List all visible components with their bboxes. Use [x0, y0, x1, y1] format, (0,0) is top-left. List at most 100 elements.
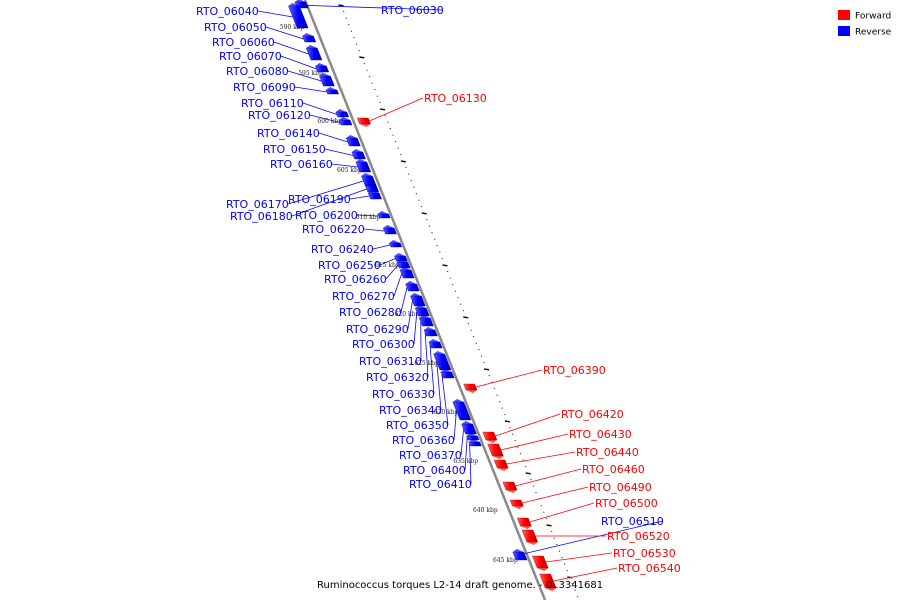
- connector-rto-06400: [464, 437, 468, 471]
- gene-feature-rto-06390: [463, 383, 478, 391]
- gene-arrow-rto-06160: [355, 159, 367, 162]
- kbp-tick-label: 615 kbp: [375, 262, 400, 269]
- gene-label-rto-06220[interactable]: RTO_06220: [302, 223, 365, 236]
- gene-label-rto-06340[interactable]: RTO_06340: [379, 404, 442, 417]
- gene-feature-rto-06240: [388, 242, 403, 248]
- gene-label-rto-06300[interactable]: RTO_06300: [352, 338, 415, 351]
- gene-label-rto-06160[interactable]: RTO_06160: [270, 158, 333, 171]
- gene-label-rto-06390[interactable]: RTO_06390: [543, 364, 606, 377]
- connector-rto-06340: [436, 361, 442, 411]
- connector-rto-06430: [500, 433, 569, 451]
- gene-label-rto-06140[interactable]: RTO_06140: [257, 127, 320, 140]
- gene-label-rto-06510[interactable]: RTO_06510: [601, 515, 664, 528]
- gene-label-rto-06090[interactable]: RTO_06090: [233, 81, 296, 94]
- connector-rto-06320: [424, 332, 429, 378]
- gene-label-rto-06040[interactable]: RTO_06040: [196, 5, 259, 18]
- gene-label-rto-06180[interactable]: RTO_06180: [230, 210, 293, 223]
- gene-arrow-rto-06490: [512, 506, 524, 509]
- connector-rto-06420: [495, 413, 561, 437]
- gene-label-rto-06050[interactable]: RTO_06050: [204, 21, 267, 34]
- gene-feature-rto-06150: [351, 151, 366, 160]
- gene-label-rto-06430[interactable]: RTO_06430: [569, 428, 632, 441]
- gene-label-rto-06440[interactable]: RTO_06440: [576, 446, 639, 459]
- gene-label-rto-06270[interactable]: RTO_06270: [332, 290, 395, 303]
- gene-label-rto-06260[interactable]: RTO_06260: [324, 273, 387, 286]
- gene-label-rto-06060[interactable]: RTO_06060: [212, 36, 275, 49]
- kbp-tick-label: 645 kbp: [493, 557, 518, 564]
- gene-label-rto-06360[interactable]: RTO_06360: [392, 434, 455, 447]
- connector-rto-06170: [287, 180, 364, 205]
- gene-arrow-rto-06500: [520, 526, 532, 529]
- gene-label-rto-06420[interactable]: RTO_06420: [561, 408, 624, 421]
- gene-arrow-rto-06130: [359, 124, 371, 127]
- gene-arrow-rto-06280: [405, 281, 417, 284]
- gene-label-rto-06080[interactable]: RTO_06080: [226, 65, 289, 78]
- gene-arrow-rto-06310: [419, 315, 431, 318]
- gene-feature-rto-06440: [493, 459, 509, 469]
- gene-label-rto-06540[interactable]: RTO_06540: [618, 562, 681, 575]
- connector-rto-06270: [393, 273, 402, 297]
- gene-feature-rto-06060: [305, 47, 323, 61]
- gene-label-rto-06030[interactable]: RTO_06030: [381, 4, 444, 17]
- gene-feature-rto-06500: [516, 517, 532, 527]
- gene-label-rto-06520[interactable]: RTO_06520: [607, 530, 670, 543]
- gene-label-rto-06410[interactable]: RTO_06410: [409, 478, 472, 491]
- connector-rto-06090: [294, 86, 327, 93]
- gene-label-rto-06170[interactable]: RTO_06170: [226, 198, 289, 211]
- legend-forward-swatch: [838, 10, 850, 20]
- kbp-tick-label: 595 kbp: [298, 70, 323, 77]
- connector-rto-06280: [400, 287, 408, 313]
- gene-arrow-rto-06270: [400, 267, 411, 270]
- gene-label-rto-06400[interactable]: RTO_06400: [403, 464, 466, 477]
- gene-label-rto-06130[interactable]: RTO_06130: [424, 92, 487, 105]
- gene-label-rto-06290[interactable]: RTO_06290: [346, 323, 409, 336]
- gene-label-rto-06330[interactable]: RTO_06330: [372, 388, 435, 401]
- gene-label-rto-06370[interactable]: RTO_06370: [399, 449, 462, 462]
- connector-rto-06220: [363, 228, 385, 232]
- connector-rto-06160: [331, 163, 358, 168]
- gene-label-rto-06310[interactable]: RTO_06310: [359, 355, 422, 368]
- gene-arrow-rto-06140: [346, 135, 358, 138]
- gene-arrow-rto-06320: [424, 327, 435, 330]
- gene-label-rto-06460[interactable]: RTO_06460: [582, 463, 645, 476]
- gene-label-rto-06500[interactable]: RTO_06500: [595, 497, 658, 510]
- gene-arrow-rto-06370: [461, 421, 473, 424]
- legend-reverse-label: Reverse: [855, 28, 892, 38]
- gene-arrow-rto-06240: [389, 240, 401, 243]
- gene-label-rto-06150[interactable]: RTO_06150: [263, 143, 326, 156]
- connector-rto-06490: [522, 486, 589, 504]
- gene-label-rto-06190[interactable]: RTO_06190: [288, 193, 351, 206]
- gene-label-rto-06070[interactable]: RTO_06070: [219, 50, 282, 63]
- ruler-dash: [546, 524, 552, 527]
- connector-rto-06350: [441, 374, 449, 426]
- kbp-tick-label: 610 kbp: [356, 214, 381, 221]
- legend-forward-label: Forward: [855, 12, 891, 22]
- gene-arrow-rto-06420: [486, 440, 497, 443]
- gene-arrow-rto-06530: [537, 568, 549, 571]
- kbp-tick-label: 640 kbp: [473, 507, 498, 514]
- legend-reverse-swatch: [838, 26, 850, 36]
- connector-rto-06260: [385, 264, 399, 280]
- kbp-tick-label: 600 kbp: [317, 118, 342, 125]
- gene-feature-rto-06460: [502, 481, 518, 491]
- connector-rto-06190: [349, 195, 370, 200]
- gene-label-rto-06250[interactable]: RTO_06250: [318, 259, 381, 272]
- gene-arrow-rto-06150: [351, 149, 363, 152]
- gene-label-rto-06530[interactable]: RTO_06530: [613, 547, 676, 560]
- gene-arrow-rto-06520: [526, 542, 538, 545]
- gene-arrow-rto-06290: [410, 293, 422, 296]
- gene-label-rto-06200[interactable]: RTO_06200: [295, 209, 358, 222]
- ruler-dash: [379, 108, 386, 111]
- gene-label-rto-06320[interactable]: RTO_06320: [366, 371, 429, 384]
- gene-feature-rto-06280: [405, 283, 420, 292]
- gene-label-rto-06490[interactable]: RTO_06490: [589, 481, 652, 494]
- gene-label-rto-06350[interactable]: RTO_06350: [386, 419, 449, 432]
- ruler-dash: [525, 472, 531, 475]
- gene-label-rto-06240[interactable]: RTO_06240: [311, 243, 374, 256]
- gene-label-rto-06120[interactable]: RTO_06120: [248, 109, 311, 122]
- gene-label-rto-06110[interactable]: RTO_06110: [241, 97, 304, 110]
- gene-arrow-rto-06090: [326, 87, 337, 90]
- connector-rto-06050: [265, 26, 304, 40]
- gene-label-rto-06280[interactable]: RTO_06280: [339, 306, 402, 319]
- gene-labels: RTO_06030RTO_06040RTO_06050RTO_06060RTO_…: [196, 4, 681, 575]
